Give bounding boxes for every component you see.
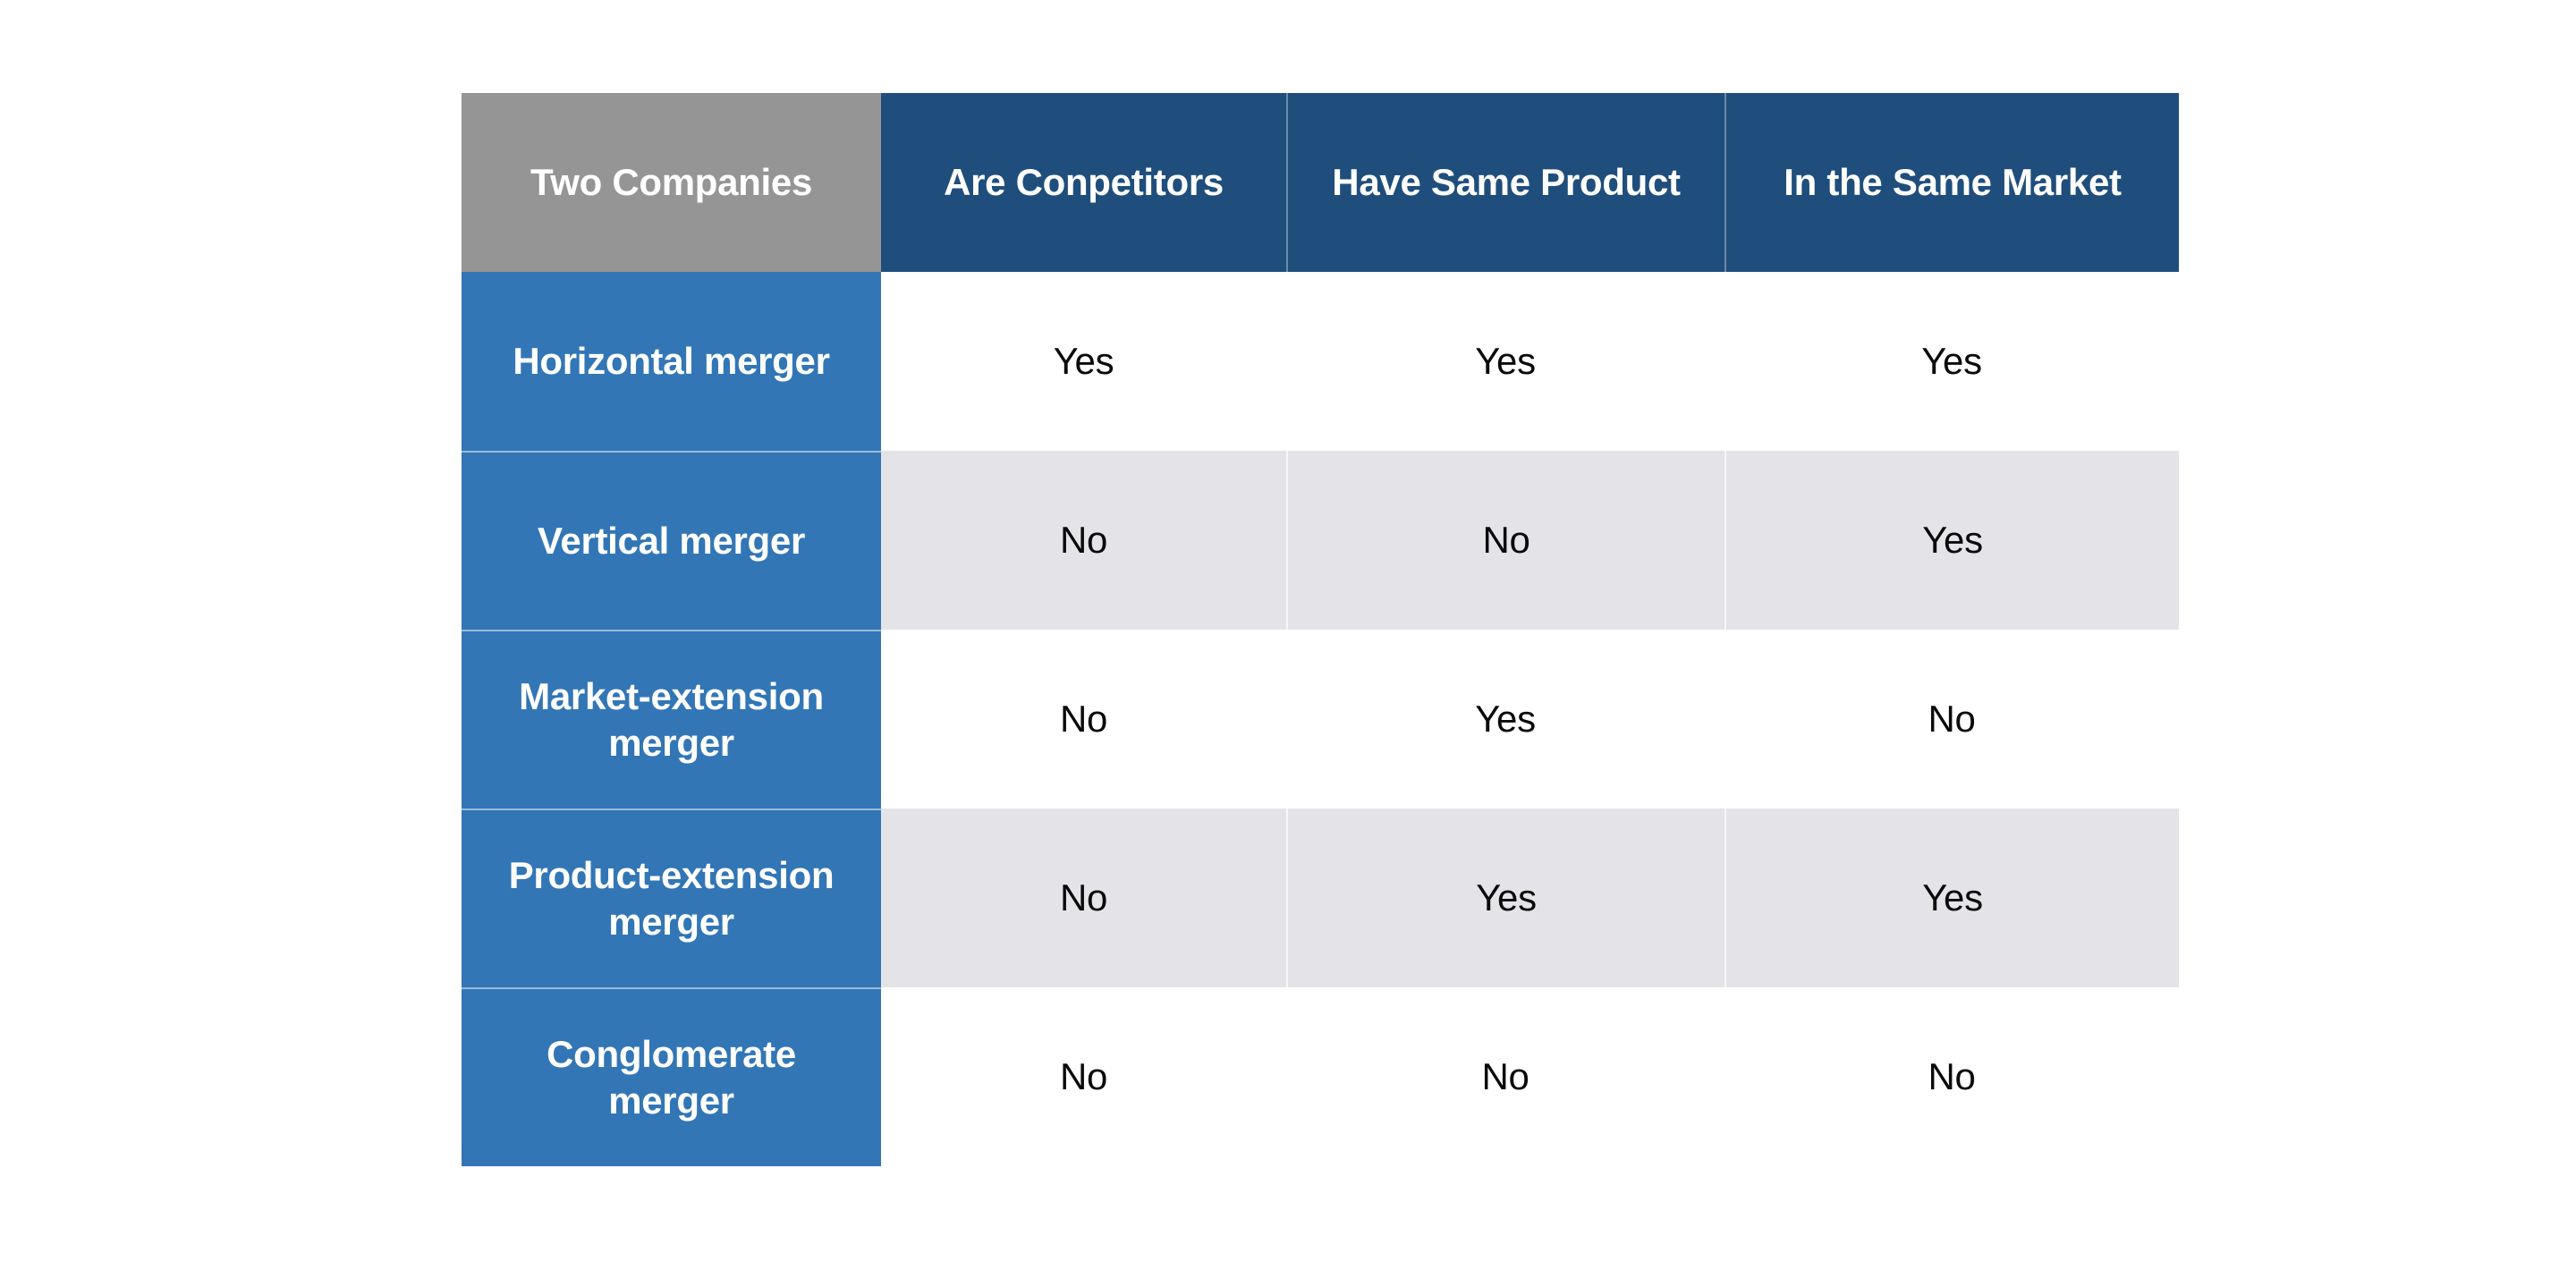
cell-value: Yes: [1922, 518, 1983, 561]
row-header-market-extension-merger: Market-extension merger: [462, 630, 881, 809]
cell-value: No: [1059, 697, 1108, 740]
table-cell: Yes: [1724, 451, 2179, 630]
cell-value: No: [1928, 1054, 1976, 1097]
col-header-are-conpetitors: Are Conpetitors: [881, 93, 1286, 272]
cell-value: No: [1059, 876, 1108, 919]
row-header-label: Product-extension merger: [508, 853, 835, 944]
col-header-two-companies-label: Two Companies: [530, 160, 813, 203]
table-cell: Yes: [1724, 272, 2179, 451]
row-header-label: Vertical merger: [537, 519, 806, 562]
cell-value: No: [1482, 518, 1530, 561]
col-header-have-same-product-label: Have Same Product: [1332, 160, 1681, 203]
row-header-conglomerate-merger: Conglomerate merger: [462, 987, 881, 1166]
row-header-label: Horizontal merger: [513, 339, 830, 382]
table-cell: No: [881, 809, 1286, 987]
table-cell: No: [1286, 987, 1724, 1166]
row-header-vertical-merger: Vertical merger: [462, 451, 881, 630]
col-header-in-the-same-market: In the Same Market: [1724, 93, 2179, 272]
cell-value: No: [1059, 518, 1108, 561]
cell-value: Yes: [1475, 697, 1536, 740]
cell-value: Yes: [1475, 339, 1536, 382]
table-cell: Yes: [881, 272, 1286, 451]
table-cell: No: [1724, 987, 2179, 1166]
col-header-two-companies: Two Companies: [462, 93, 881, 272]
table-cell: Yes: [1286, 630, 1724, 809]
table-cell: Yes: [1724, 809, 2179, 987]
cell-value: No: [1928, 697, 1976, 740]
cell-value: Yes: [1921, 339, 1982, 382]
table-cell: Yes: [1286, 272, 1724, 451]
cell-value: No: [1059, 1054, 1108, 1097]
cell-value: Yes: [1922, 876, 1983, 919]
col-header-are-conpetitors-label: Are Conpetitors: [944, 160, 1224, 203]
row-header-product-extension-merger: Product-extension merger: [462, 809, 881, 987]
col-header-have-same-product: Have Same Product: [1286, 93, 1724, 272]
merger-comparison-table: Two Companies Are Conpetitors Have Same …: [462, 93, 2179, 1166]
table-cell: No: [1724, 630, 2179, 809]
cell-value: Yes: [1053, 339, 1114, 382]
table-cell: No: [881, 987, 1286, 1166]
col-header-in-the-same-market-label: In the Same Market: [1784, 160, 2122, 203]
table-cell: Yes: [1286, 809, 1724, 987]
cell-value: No: [1481, 1054, 1530, 1097]
table-cell: No: [881, 630, 1286, 809]
row-header-label: Market-extension merger: [519, 674, 824, 765]
row-header-label: Conglomerate merger: [547, 1032, 796, 1122]
table-cell: No: [881, 451, 1286, 630]
row-header-horizontal-merger: Horizontal merger: [462, 272, 881, 451]
cell-value: Yes: [1476, 876, 1537, 919]
table-cell: No: [1286, 451, 1724, 630]
